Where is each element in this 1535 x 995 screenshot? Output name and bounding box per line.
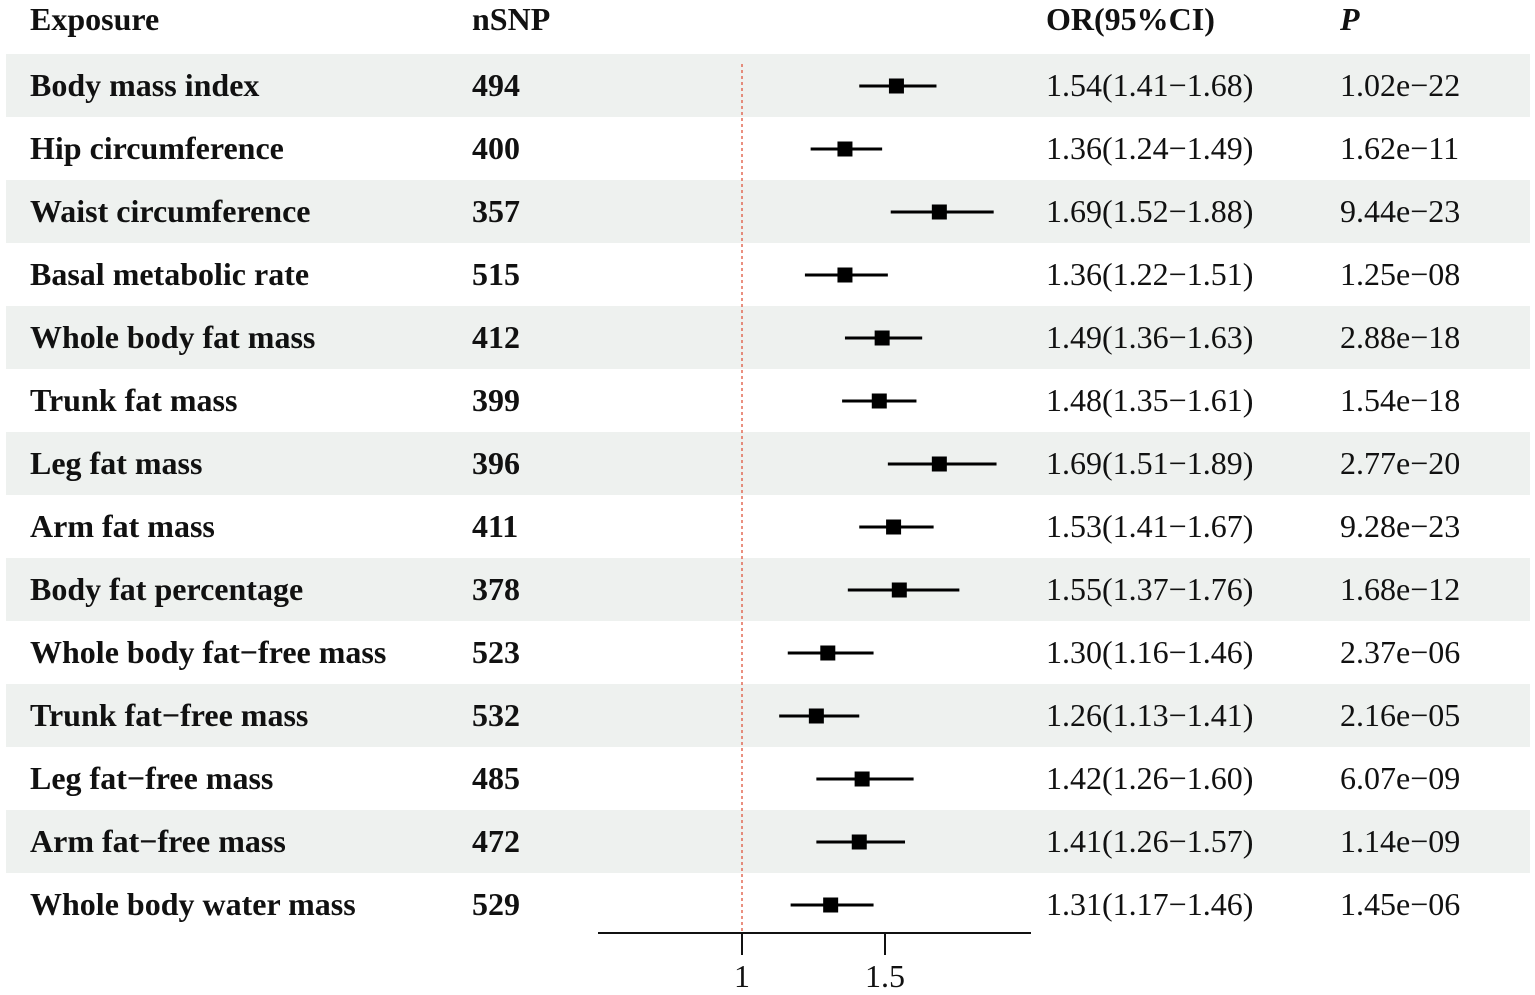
or-point-marker <box>837 267 853 283</box>
exposure-cell: Waist circumference <box>30 193 311 229</box>
or-ci-cell: 1.42(1.26−1.60) <box>1046 760 1254 796</box>
nsnp-cell: 523 <box>472 634 520 670</box>
table-row: Waist circumference 357 1.69(1.52−1.88) 9.4… <box>6 180 1530 243</box>
nsnp-cell: 412 <box>472 319 520 355</box>
p-value-cell: 9.44e−23 <box>1340 193 1461 229</box>
exposure-cell: Body fat percentage <box>30 571 304 607</box>
or-point-marker <box>891 582 907 598</box>
or-point-marker <box>808 708 824 724</box>
nsnp-cell: 494 <box>472 67 520 103</box>
nsnp-cell: 532 <box>472 697 520 733</box>
header-p: P <box>1340 1 1360 37</box>
p-value-cell: 1.68e−12 <box>1340 571 1461 607</box>
exposure-cell: Arm fat−free mass <box>30 823 286 859</box>
nsnp-cell: 396 <box>472 445 520 481</box>
p-value-cell: 2.37e−06 <box>1340 634 1461 670</box>
or-point-marker <box>888 78 904 94</box>
or-point-marker <box>874 330 890 346</box>
header-exposure: Exposure <box>30 1 160 37</box>
nsnp-cell: 357 <box>472 193 520 229</box>
or-point-marker <box>854 771 870 787</box>
or-ci-cell: 1.30(1.16−1.46) <box>1046 634 1254 670</box>
exposure-cell: Body mass index <box>30 67 260 103</box>
or-point-marker <box>823 897 839 913</box>
nsnp-cell: 515 <box>472 256 520 292</box>
p-value-cell: 1.45e−06 <box>1340 886 1461 922</box>
table-row: Whole body fat−free mass 523 1.30(1.16−1.4… <box>6 621 1530 684</box>
p-value-cell: 1.25e−08 <box>1340 256 1461 292</box>
nsnp-cell: 485 <box>472 760 520 796</box>
x-tick-label: 1.5 <box>865 958 905 994</box>
or-ci-cell: 1.31(1.17−1.46) <box>1046 886 1254 922</box>
header-nsnp: nSNP <box>472 1 551 37</box>
table-row: Whole body fat mass 412 1.49(1.36−1.63) 2.8… <box>6 306 1530 369</box>
exposure-cell: Whole body fat−free mass <box>30 634 387 670</box>
exposure-cell: Whole body fat mass <box>30 319 316 355</box>
p-value-cell: 2.77e−20 <box>1340 445 1461 481</box>
exposure-cell: Leg fat mass <box>30 445 203 481</box>
or-point-marker <box>931 204 947 220</box>
p-value-cell: 1.14e−09 <box>1340 823 1461 859</box>
p-value-cell: 2.88e−18 <box>1340 319 1461 355</box>
or-point-marker <box>851 834 867 850</box>
nsnp-cell: 411 <box>472 508 519 544</box>
table-row: Body fat percentage 378 1.55(1.37−1.76) 1.6… <box>6 558 1530 621</box>
exposure-cell: Trunk fat mass <box>30 382 238 418</box>
or-ci-cell: 1.69(1.52−1.88) <box>1046 193 1254 229</box>
or-ci-cell: 1.41(1.26−1.57) <box>1046 823 1254 859</box>
or-ci-cell: 1.49(1.36−1.63) <box>1046 319 1254 355</box>
nsnp-cell: 399 <box>472 382 520 418</box>
p-value-cell: 9.28e−23 <box>1340 508 1461 544</box>
or-point-marker <box>871 393 887 409</box>
or-ci-cell: 1.53(1.41−1.67) <box>1046 508 1254 544</box>
x-tick-label: 1 <box>734 958 750 994</box>
p-value-cell: 2.16e−05 <box>1340 697 1461 733</box>
or-ci-cell: 1.54(1.41−1.68) <box>1046 67 1254 103</box>
or-point-marker <box>886 519 902 535</box>
table-row: Arm fat−free mass 472 1.41(1.26−1.57) 1.14e… <box>6 810 1530 873</box>
p-value-cell: 6.07e−09 <box>1340 760 1461 796</box>
or-ci-cell: 1.36(1.24−1.49) <box>1046 130 1254 166</box>
nsnp-cell: 472 <box>472 823 520 859</box>
exposure-cell: Trunk fat−free mass <box>30 697 309 733</box>
table-row: Whole body water mass 529 1.31(1.17−1.46) 1… <box>6 873 1530 936</box>
p-value-cell: 1.54e−18 <box>1340 382 1461 418</box>
table-row: Leg fat−free mass 485 1.42(1.26−1.60) 6.07e… <box>6 747 1530 810</box>
p-value-cell: 1.62e−11 <box>1340 130 1460 166</box>
exposure-cell: Hip circumference <box>30 130 284 166</box>
or-point-marker <box>820 645 836 661</box>
or-point-marker <box>931 456 947 472</box>
table-row: Hip circumference 400 1.36(1.24−1.49) 1.62e… <box>6 117 1530 180</box>
or-ci-cell: 1.69(1.51−1.89) <box>1046 445 1254 481</box>
exposure-cell: Basal metabolic rate <box>30 256 310 292</box>
or-ci-cell: 1.55(1.37−1.76) <box>1046 571 1254 607</box>
or-point-marker <box>837 141 853 157</box>
nsnp-cell: 378 <box>472 571 520 607</box>
nsnp-cell: 529 <box>472 886 520 922</box>
exposure-cell: Arm fat mass <box>30 508 215 544</box>
table-row: Body mass index 494 1.54(1.41−1.68) 1.02e−2… <box>6 54 1530 117</box>
exposure-cell: Leg fat−free mass <box>30 760 274 796</box>
table-row: Arm fat mass 411 1.53(1.41−1.67) 9.28e−23 <box>6 495 1530 558</box>
or-ci-cell: 1.48(1.35−1.61) <box>1046 382 1254 418</box>
table-row: Trunk fat mass 399 1.48(1.35−1.61) 1.54e−18 <box>6 369 1530 432</box>
header-or-ci: OR(95%CI) <box>1046 1 1215 37</box>
table-row: Leg fat mass 396 1.69(1.51−1.89) 2.77e−20 <box>6 432 1530 495</box>
or-ci-cell: 1.36(1.22−1.51) <box>1046 256 1254 292</box>
p-value-cell: 1.02e−22 <box>1340 67 1461 103</box>
table-row: Basal metabolic rate 515 1.36(1.22−1.51) 1.… <box>6 243 1530 306</box>
nsnp-cell: 400 <box>472 130 520 166</box>
exposure-cell: Whole body water mass <box>30 886 356 922</box>
table-row: Trunk fat−free mass 532 1.26(1.13−1.41) 2.1… <box>6 684 1530 747</box>
or-ci-cell: 1.26(1.13−1.41) <box>1046 697 1254 733</box>
